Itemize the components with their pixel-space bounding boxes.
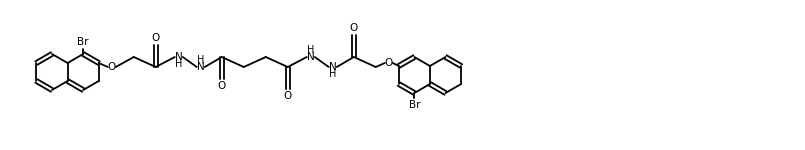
Text: O: O [349, 23, 358, 33]
Text: N: N [197, 62, 204, 72]
Text: O: O [283, 91, 292, 101]
Text: H: H [307, 45, 315, 55]
Text: N: N [175, 52, 183, 62]
Text: N: N [307, 52, 315, 62]
Text: O: O [385, 58, 393, 68]
Text: H: H [329, 69, 336, 79]
Text: O: O [108, 62, 116, 72]
Text: O: O [217, 81, 226, 91]
Text: O: O [151, 33, 160, 43]
Text: H: H [197, 55, 204, 65]
Text: Br: Br [77, 37, 89, 47]
Text: H: H [175, 59, 183, 69]
Text: N: N [329, 62, 336, 72]
Text: Br: Br [409, 100, 420, 110]
